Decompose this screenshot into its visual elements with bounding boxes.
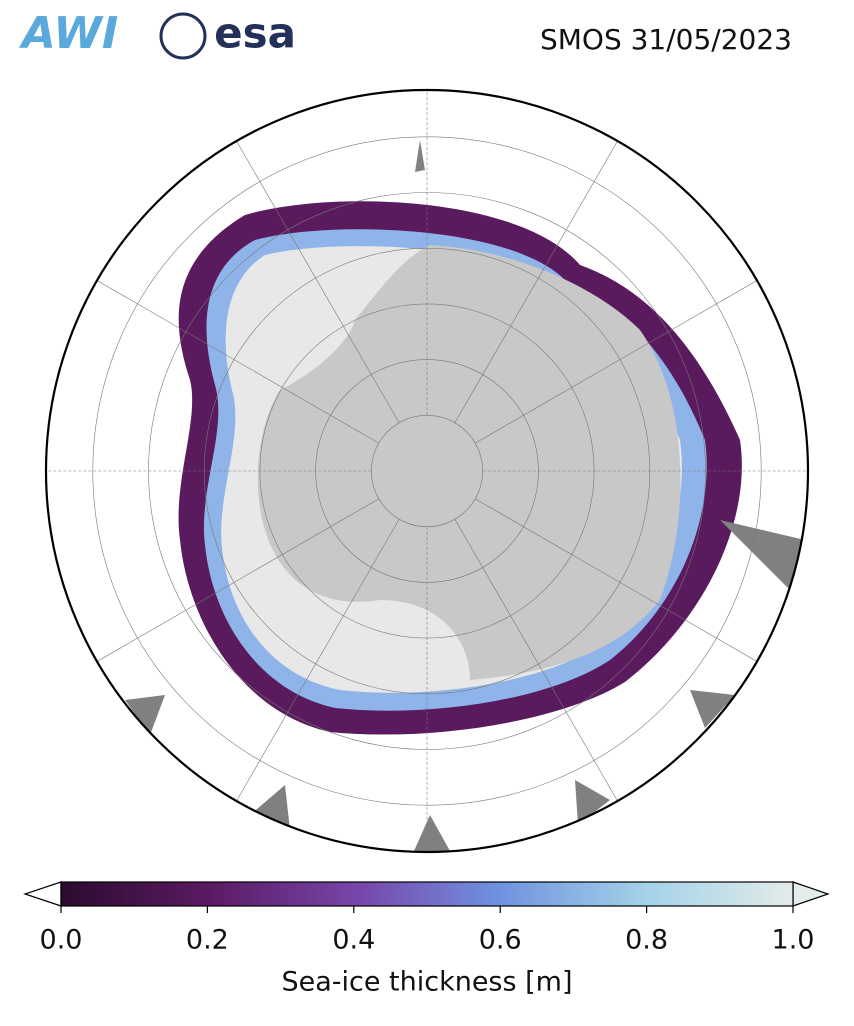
meridian: [475, 270, 774, 444]
colorbar-over: [792, 881, 830, 907]
colorbar-tick-label: 0.4: [332, 925, 375, 956]
colorbar-tick-label: 0.6: [479, 925, 522, 956]
esa-logo: esa: [214, 9, 296, 58]
awi-logo: AWI: [19, 8, 119, 59]
colorbar-label: Sea-ice thickness [m]: [281, 967, 572, 998]
meridian: [226, 519, 400, 818]
colorbar-tick-label: 0.0: [40, 925, 83, 956]
meridian: [80, 498, 379, 672]
colorbar-under: [23, 881, 62, 907]
latitude-circle: [92, 136, 762, 806]
colorbar-tick-label: 0.2: [186, 925, 229, 956]
meridian: [475, 498, 774, 672]
esa-emblem: [159, 12, 207, 60]
colorbar-tick-label: 1.0: [772, 925, 815, 956]
map-title: SMOS 31/05/2023: [540, 23, 792, 56]
colorbar: [60, 881, 794, 907]
colorbar-tick-label: 0.8: [625, 925, 668, 956]
meridian: [454, 519, 628, 818]
antarctica: [257, 245, 681, 680]
map-frame: [44, 88, 810, 854]
meridian: [226, 124, 400, 423]
map: [46, 90, 808, 852]
meridian: [454, 124, 628, 423]
graticule: [46, 90, 808, 852]
meridian: [80, 270, 379, 444]
